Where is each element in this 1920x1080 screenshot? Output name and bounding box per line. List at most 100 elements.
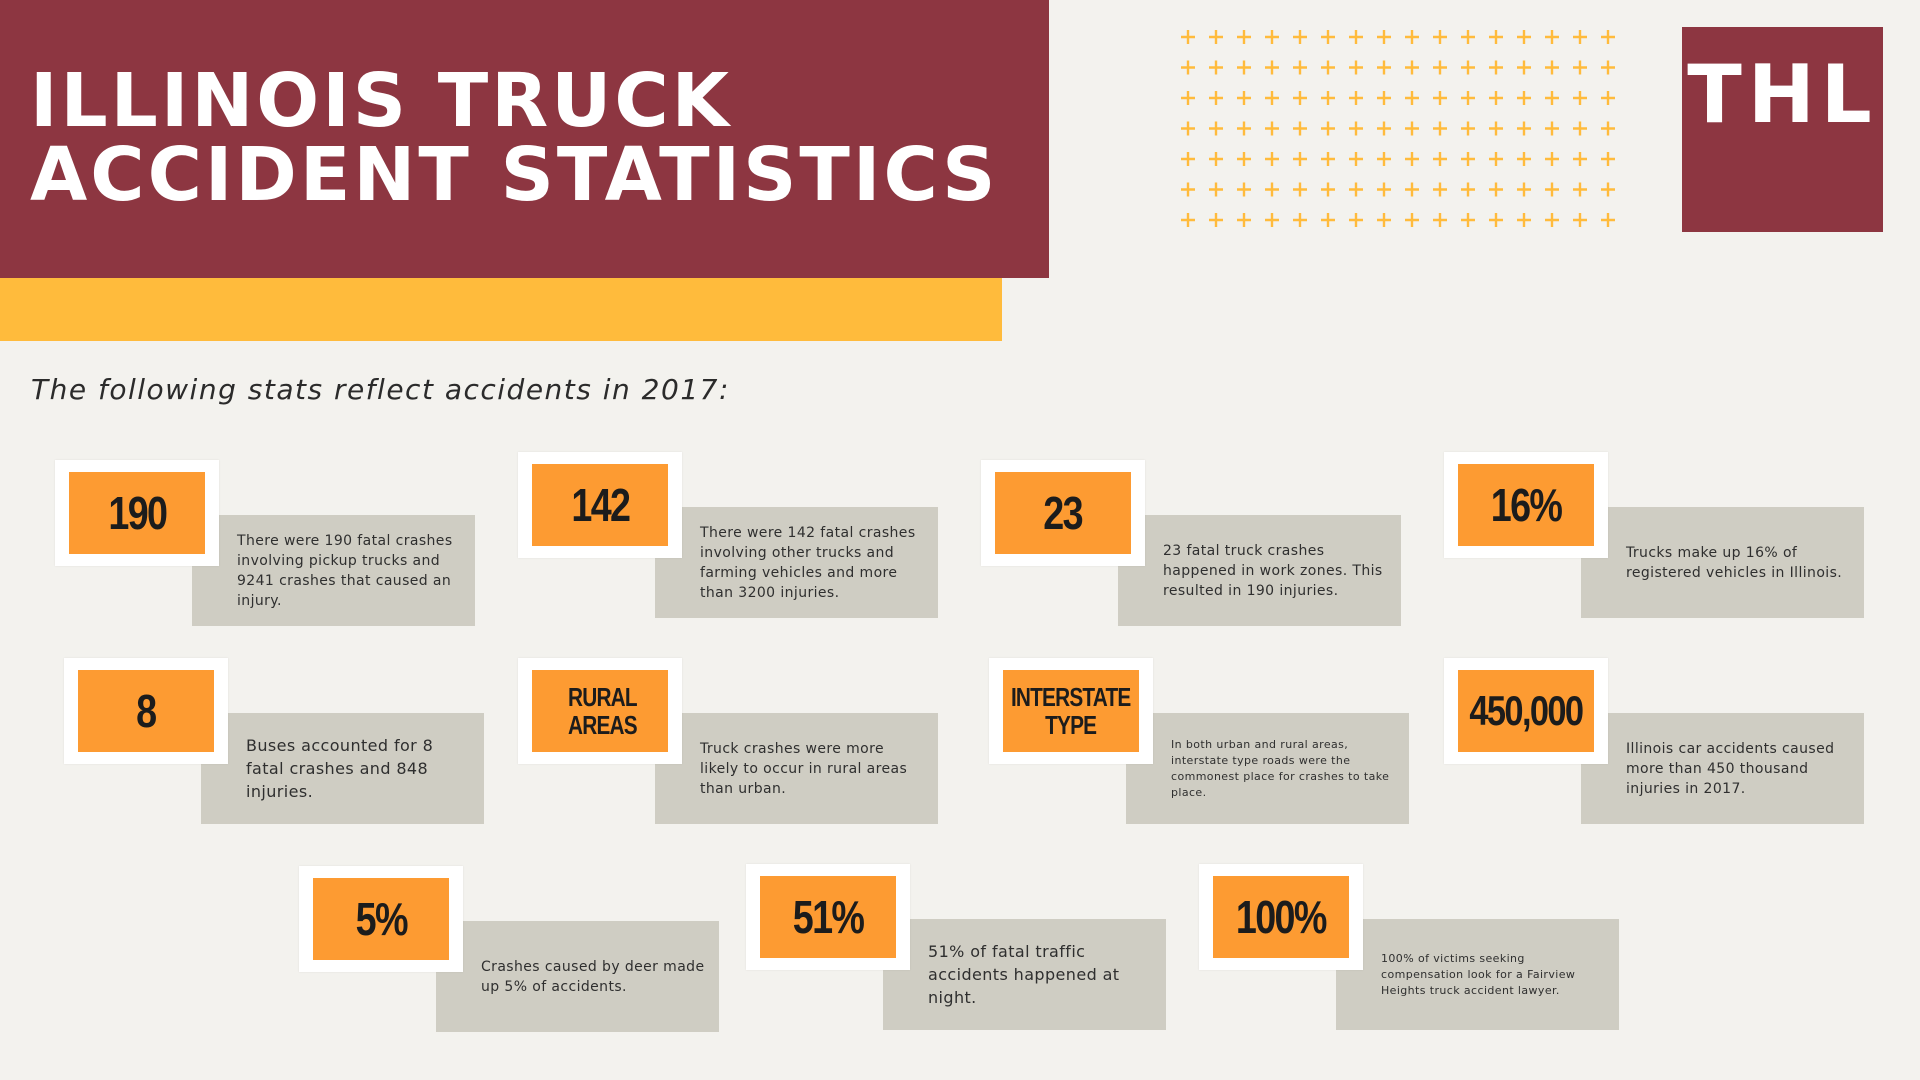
- plus-icon: [1293, 213, 1307, 227]
- plus-icon: [1517, 91, 1531, 105]
- plus-icon: [1573, 152, 1587, 166]
- stat-card-rural-areas: Truck crashes were more likely to occur …: [518, 658, 938, 828]
- stat-value-highlight: 142: [532, 464, 668, 546]
- stat-value-box: 190: [55, 460, 219, 566]
- stat-description: 23 fatal truck crashes happened in work …: [1163, 542, 1383, 599]
- stat-card-100-percent: 100% of victims seeking compensation loo…: [1199, 864, 1619, 1034]
- plus-icon: [1377, 213, 1391, 227]
- stat-description-panel: 23 fatal truck crashes happened in work …: [1118, 515, 1401, 626]
- stat-value: 190: [107, 487, 168, 539]
- plus-icon: [1293, 30, 1307, 44]
- title-banner: ILLINOIS TRUCK ACCIDENT STATISTICS: [0, 0, 1049, 278]
- plus-icon: [1349, 182, 1363, 197]
- plus-icon: [1573, 213, 1587, 227]
- plus-icon: [1601, 60, 1615, 75]
- plus-icon: [1545, 30, 1559, 44]
- stat-description: In both urban and rural areas, interstat…: [1171, 737, 1390, 799]
- stat-description-panel: Illinois car accidents caused more than …: [1581, 713, 1864, 824]
- plus-icon: [1293, 182, 1307, 197]
- stat-value-highlight: INTERSTATE TYPE: [1003, 670, 1139, 752]
- plus-icon: [1517, 152, 1531, 166]
- stat-card-51-percent: 51% of fatal traffic accidents happened …: [746, 864, 1166, 1034]
- stat-value-box: 142: [518, 452, 682, 558]
- plus-icon: [1489, 213, 1503, 227]
- plus-icon: [1545, 121, 1559, 136]
- plus-icon: [1181, 121, 1195, 136]
- plus-icon: [1545, 91, 1559, 105]
- plus-icon: [1265, 121, 1279, 136]
- page-title-line-2: ACCIDENT STATISTICS: [30, 132, 999, 218]
- stat-value: 5%: [355, 893, 408, 945]
- plus-icon: [1517, 182, 1531, 197]
- plus-icon: [1237, 152, 1251, 166]
- stat-description: There were 142 fatal crashes involving o…: [700, 524, 916, 601]
- stat-value-box: 16%: [1444, 452, 1608, 558]
- plus-icon: [1321, 152, 1335, 166]
- stat-value: INTERSTATE TYPE: [1011, 682, 1131, 740]
- plus-icon: [1433, 91, 1447, 105]
- stat-value: 8: [136, 685, 157, 737]
- plus-icon: [1573, 182, 1587, 197]
- plus-icon: [1237, 91, 1251, 105]
- plus-icon: [1209, 60, 1223, 75]
- stat-card-450000: Illinois car accidents caused more than …: [1444, 658, 1864, 828]
- plus-icon: [1405, 30, 1419, 44]
- plus-icon: [1349, 60, 1363, 75]
- stat-value: 450,000: [1469, 687, 1584, 734]
- plus-icon: [1545, 213, 1559, 227]
- plus-icon: [1461, 91, 1475, 105]
- stat-description: There were 190 fatal crashes involving p…: [237, 532, 453, 609]
- plus-icon: [1545, 182, 1559, 197]
- plus-icon: [1405, 60, 1419, 75]
- yellow-accent-band: [0, 278, 1002, 341]
- plus-icon: [1517, 121, 1531, 136]
- stat-description-panel: Buses accounted for 8 fatal crashes and …: [201, 713, 484, 824]
- stat-card-23: 23 fatal truck crashes happened in work …: [981, 460, 1401, 630]
- plus-icon: [1405, 213, 1419, 227]
- stat-description-panel: There were 142 fatal crashes involving o…: [655, 507, 938, 618]
- plus-icon: [1601, 182, 1615, 197]
- plus-icon: [1237, 182, 1251, 197]
- plus-icon: [1321, 60, 1335, 75]
- plus-icon: [1349, 91, 1363, 105]
- stat-card-8: Buses accounted for 8 fatal crashes and …: [64, 658, 484, 828]
- plus-icon: [1321, 182, 1335, 197]
- plus-icon: [1181, 91, 1195, 105]
- plus-icon: [1293, 60, 1307, 75]
- stat-description-panel: Trucks make up 16% of registered vehicle…: [1581, 507, 1864, 618]
- plus-icon: [1209, 152, 1223, 166]
- plus-icon: [1321, 121, 1335, 136]
- plus-icon: [1405, 152, 1419, 166]
- stat-value: 16%: [1490, 479, 1563, 531]
- plus-icon: [1517, 30, 1531, 44]
- plus-icon: [1321, 213, 1335, 227]
- stat-value-highlight: 450,000: [1458, 670, 1594, 752]
- plus-icon: [1377, 60, 1391, 75]
- stat-value-box: INTERSTATE TYPE: [989, 658, 1153, 764]
- plus-icon: [1601, 121, 1615, 136]
- stat-value-box: RURAL AREAS: [518, 658, 682, 764]
- plus-icon: [1545, 152, 1559, 166]
- plus-icon: [1237, 30, 1251, 44]
- plus-icon: [1489, 30, 1503, 44]
- plus-icon: [1349, 152, 1363, 166]
- plus-icon: [1601, 152, 1615, 166]
- stat-card-5-percent: Crashes caused by deer made up 5% of acc…: [299, 866, 719, 1036]
- stat-value: 51%: [792, 891, 865, 943]
- plus-icon: [1181, 30, 1195, 44]
- stat-value-highlight: 100%: [1213, 876, 1349, 958]
- stat-description-panel: In both urban and rural areas, interstat…: [1126, 713, 1409, 824]
- stat-value-box: 8: [64, 658, 228, 764]
- plus-icon: [1489, 182, 1503, 197]
- stat-value-highlight: 23: [995, 472, 1131, 554]
- logo-text: THL: [1687, 48, 1878, 141]
- stat-card-142: There were 142 fatal crashes involving o…: [518, 452, 938, 622]
- stat-description: 100% of victims seeking compensation loo…: [1381, 951, 1576, 997]
- plus-icon: [1209, 182, 1223, 197]
- stat-value-box: 100%: [1199, 864, 1363, 970]
- plus-icon: [1293, 91, 1307, 105]
- thl-logo: THL: [1682, 27, 1883, 232]
- plus-icon: [1601, 213, 1615, 227]
- plus-icon: [1573, 121, 1587, 136]
- plus-icon: [1209, 121, 1223, 136]
